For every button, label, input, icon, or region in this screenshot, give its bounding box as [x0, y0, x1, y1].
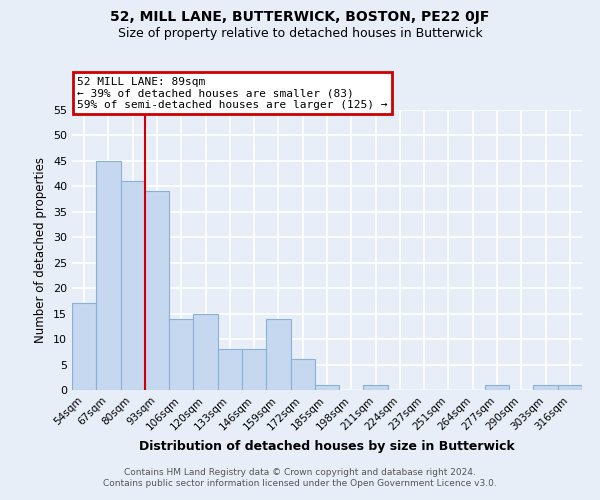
- Text: Contains HM Land Registry data © Crown copyright and database right 2024.
Contai: Contains HM Land Registry data © Crown c…: [103, 468, 497, 487]
- Text: Size of property relative to detached houses in Butterwick: Size of property relative to detached ho…: [118, 28, 482, 40]
- Bar: [218, 350, 242, 390]
- Y-axis label: Number of detached properties: Number of detached properties: [34, 157, 47, 343]
- Bar: [242, 350, 266, 390]
- Bar: [290, 360, 315, 390]
- Bar: [72, 304, 96, 390]
- Bar: [364, 385, 388, 390]
- Bar: [485, 385, 509, 390]
- Text: 52 MILL LANE: 89sqm
← 39% of detached houses are smaller (83)
59% of semi-detach: 52 MILL LANE: 89sqm ← 39% of detached ho…: [77, 77, 388, 110]
- Bar: [193, 314, 218, 390]
- Bar: [266, 318, 290, 390]
- Bar: [533, 385, 558, 390]
- Bar: [315, 385, 339, 390]
- Bar: [96, 161, 121, 390]
- Bar: [558, 385, 582, 390]
- Bar: [121, 182, 145, 390]
- Text: 52, MILL LANE, BUTTERWICK, BOSTON, PE22 0JF: 52, MILL LANE, BUTTERWICK, BOSTON, PE22 …: [110, 10, 490, 24]
- X-axis label: Distribution of detached houses by size in Butterwick: Distribution of detached houses by size …: [139, 440, 515, 453]
- Bar: [169, 318, 193, 390]
- Bar: [145, 192, 169, 390]
